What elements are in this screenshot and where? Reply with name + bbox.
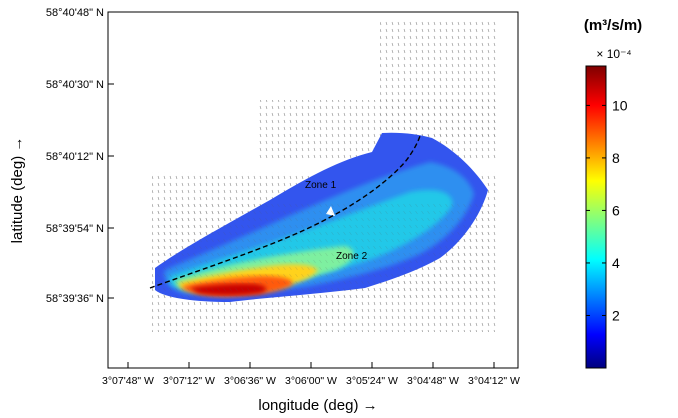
x-tick-label: 3°04'48" W [407, 375, 459, 387]
x-tick-label: 3°07'48" W [102, 375, 154, 387]
y-axis-title: latitude (deg) → [9, 137, 26, 244]
x-tick-label: 3°06'36" W [224, 375, 276, 387]
x-tick-label: 3°07'12" W [163, 375, 215, 387]
y-tick-label: 58°40'12" N [46, 151, 104, 163]
x-tick-label: 3°04'12" W [468, 375, 520, 387]
x-axis-title: longitude (deg) → [258, 397, 377, 414]
x-tick-label: 3°05'24" W [346, 375, 398, 387]
colorbar-tick-label: 4 [612, 255, 620, 271]
colorbar: (m³/s/m) × 10⁻⁴ 2 4 6 8 10 [584, 17, 642, 369]
flux-contours [155, 132, 490, 302]
colorbar-tick-label: 8 [612, 150, 620, 166]
colorbar-tick-label: 2 [612, 307, 620, 323]
colorbar-multiplier: × 10⁻⁴ [596, 47, 631, 61]
y-tick-label: 58°39'54" N [46, 223, 104, 235]
x-tick-label: 3°06'00" W [285, 375, 337, 387]
annotation-zone-1: Zone 1 [305, 180, 337, 191]
y-tick-label: 58°40'30" N [46, 79, 104, 91]
zone-divider-line [149, 135, 421, 289]
annotation-zone-2: Zone 2 [336, 251, 368, 262]
colorbar-tick-label: 10 [612, 97, 628, 113]
y-tick-label: 58°40'48" N [46, 7, 104, 19]
colorbar-gradient [585, 65, 607, 369]
colorbar-unit-label: (m³/s/m) [584, 17, 642, 34]
colorbar-tick-label: 6 [612, 202, 620, 218]
y-tick-label: 58°39'36" N [46, 293, 104, 305]
